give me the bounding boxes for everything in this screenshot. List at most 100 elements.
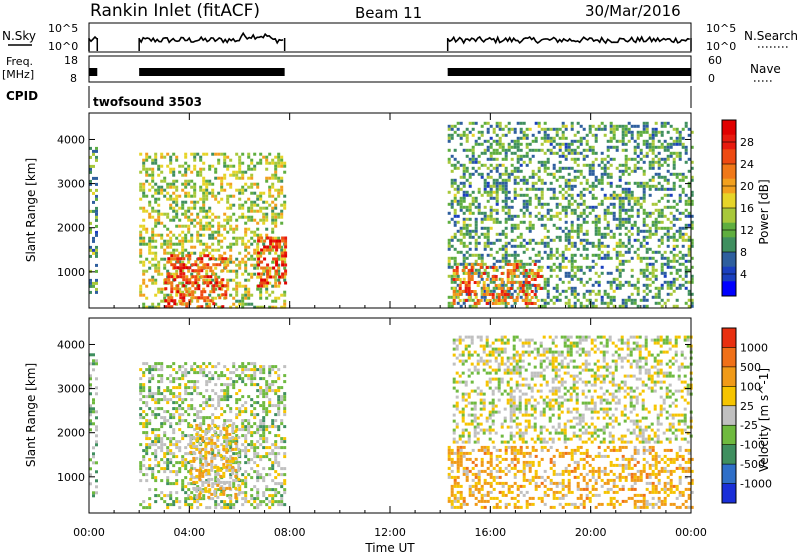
- power-cell: [157, 167, 161, 171]
- power-cell: [582, 283, 586, 287]
- power-cell: [185, 290, 189, 294]
- power-cell: [588, 172, 592, 176]
- velocity-cell: [229, 476, 233, 480]
- velocity-cell: [154, 476, 158, 480]
- power-cell: [226, 287, 230, 291]
- power-cell: [509, 272, 513, 275]
- power-cell: [172, 251, 176, 255]
- power-cell: [549, 172, 553, 176]
- power-cell: [238, 155, 242, 159]
- velocity-cell: [95, 461, 98, 465]
- power-cell: [176, 260, 180, 264]
- power-cell: [197, 257, 201, 261]
- velocity-cell: [145, 479, 149, 483]
- power-cell: [238, 158, 242, 162]
- velocity-cell: [189, 444, 193, 448]
- power-cell: [633, 286, 637, 290]
- power-cell: [456, 295, 460, 299]
- power-cell: [519, 295, 523, 299]
- velocity-cell: [283, 467, 287, 471]
- power-cell: [543, 127, 547, 131]
- velocity-cell: [190, 392, 194, 396]
- power-cell: [648, 289, 652, 293]
- power-cell: [678, 262, 682, 266]
- power-cell: [217, 191, 221, 195]
- power-cell: [519, 127, 523, 131]
- power-cell: [678, 157, 682, 161]
- velocity-cell: [184, 362, 188, 366]
- velocity-cell: [169, 416, 173, 420]
- power-cell: [284, 236, 288, 240]
- power-cell: [585, 148, 589, 152]
- power-cell: [468, 160, 472, 164]
- power-cell: [630, 130, 634, 134]
- power-cell: [495, 259, 499, 263]
- velocity-cell: [142, 425, 146, 429]
- velocity-cell: [139, 416, 143, 420]
- power-cell: [528, 268, 532, 272]
- power-cell: [642, 184, 646, 188]
- power-cell: [199, 197, 203, 201]
- power-cell: [471, 151, 475, 155]
- power-cell: [166, 242, 170, 246]
- velocity-cell: [268, 386, 272, 390]
- power-cell: [506, 287, 510, 290]
- power-cell: [516, 235, 520, 239]
- power-cell: [567, 229, 571, 233]
- power-cell: [564, 166, 568, 170]
- power-cell: [173, 287, 177, 291]
- power-cell: [522, 262, 526, 266]
- power-cell: [268, 269, 272, 273]
- velocity-cell: [232, 479, 236, 483]
- power-cell: [567, 187, 571, 191]
- power-cell: [597, 244, 601, 248]
- power-cell: [549, 274, 553, 278]
- velocity-cell: [163, 461, 167, 465]
- power-cell: [645, 121, 649, 125]
- power-cell: [651, 250, 655, 254]
- power-cell: [274, 221, 278, 225]
- power-cell: [624, 187, 628, 191]
- velocity-cell: [198, 495, 202, 499]
- velocity-cell: [229, 410, 233, 414]
- power-cell: [651, 163, 655, 167]
- power-cell: [495, 199, 499, 203]
- power-cell: [220, 224, 224, 228]
- power-cell: [235, 173, 239, 177]
- power-cell: [666, 163, 670, 167]
- power-cell: [178, 287, 182, 291]
- velocity-cell: [265, 428, 269, 432]
- power-cell: [555, 289, 559, 293]
- power-cell: [510, 127, 514, 131]
- power-cell: [657, 157, 661, 161]
- power-cell: [510, 139, 514, 143]
- power-cell: [654, 145, 658, 149]
- velocity-cell: [274, 458, 278, 462]
- power-cell: [465, 244, 469, 248]
- power-cell: [588, 130, 592, 134]
- power-cell: [615, 184, 619, 188]
- power-cell: [95, 155, 98, 159]
- power-cell: [522, 160, 526, 164]
- power-cell: [654, 223, 658, 227]
- velocity-cell: [283, 404, 287, 408]
- power-cell: [684, 199, 688, 203]
- power-cell: [585, 253, 589, 257]
- velocity-cell: [195, 474, 199, 478]
- power-cell: [193, 188, 197, 192]
- velocity-cell: [160, 440, 164, 444]
- velocity-cell: [193, 494, 197, 498]
- power-cell: [558, 217, 562, 221]
- power-cell: [546, 148, 550, 152]
- power-cell: [510, 229, 514, 233]
- power-cell: [573, 184, 577, 188]
- power-cell: [558, 190, 562, 194]
- power-cell: [495, 217, 499, 221]
- velocity-cell: [241, 377, 245, 381]
- power-cell: [597, 283, 601, 287]
- velocity-cell: [92, 401, 95, 405]
- freq-band: [139, 68, 285, 76]
- velocity-cell: [178, 467, 182, 471]
- power-cell: [567, 274, 571, 278]
- velocity-cell: [283, 395, 287, 399]
